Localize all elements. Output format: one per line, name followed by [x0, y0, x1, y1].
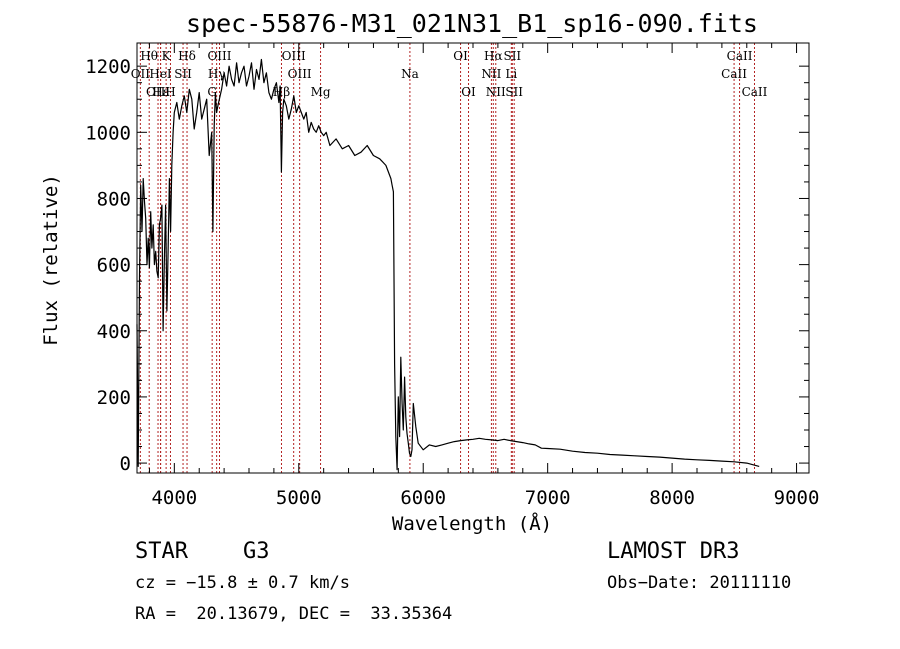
line-marker-label: OI — [453, 49, 468, 63]
y-tick-label: 800 — [97, 188, 131, 210]
line-marker-label: Hθ — [140, 49, 158, 63]
y-tick-label: 0 — [120, 453, 131, 475]
line-marker-label: OIII — [146, 85, 170, 99]
line-marker-label: SII — [174, 67, 192, 81]
line-marker-label: OIII — [282, 49, 306, 63]
line-marker-label: H — [165, 85, 175, 99]
line-marker-label: OIII — [288, 67, 312, 81]
line-marker-label: SII — [505, 85, 523, 99]
y-tick-label: 200 — [97, 387, 131, 409]
redshift-readout: cz = −15.8 ± 0.7 km/s — [135, 573, 350, 593]
line-marker-label: SII — [503, 49, 521, 63]
line-marker-label: Mg — [311, 85, 331, 99]
line-marker-label: K — [162, 49, 172, 63]
y-tick-label: 600 — [97, 255, 131, 277]
x-tick-label: 6000 — [400, 487, 446, 509]
line-marker-label: NII — [481, 67, 501, 81]
y-axis: 0 200 400 600 800 1000 1200 — [85, 56, 809, 475]
x-tick-label: 9000 — [774, 487, 820, 509]
line-marker-label: NII — [486, 85, 506, 99]
line-marker-label: Hβ — [273, 85, 290, 99]
x-tick-label: 7000 — [525, 487, 571, 509]
line-marker-label: CaII — [721, 67, 747, 81]
line-marker-label: Hα — [484, 49, 503, 63]
line-marker-label: Hδ — [178, 49, 196, 63]
x-tick-label: 4000 — [151, 487, 197, 509]
coordinates-readout: RA = 20.13679, DEC = 33.35364 — [135, 604, 453, 624]
y-tick-label: 1200 — [85, 56, 131, 78]
plot-frame — [136, 42, 810, 474]
line-marker-label: OII — [131, 67, 151, 81]
line-marker-label: Na — [401, 67, 419, 81]
object-class: STAR — [135, 539, 188, 564]
line-marker-label: CaII — [742, 85, 768, 99]
chart-title: spec-55876-M31_021N31_B1_sp16-090.fits — [186, 9, 758, 38]
line-marker-label: G — [207, 85, 217, 99]
object-subclass: G3 — [243, 539, 270, 564]
x-tick-label: 8000 — [649, 487, 695, 509]
x-axis: 4000 5000 6000 7000 8000 9000 — [148, 43, 820, 509]
emission-line-markers — [139, 43, 755, 473]
line-marker-label: OI — [461, 85, 476, 99]
x-axis-label: Wavelength (Å) — [392, 512, 552, 535]
survey-name: LAMOST DR3 — [607, 539, 740, 564]
line-marker-label: HeI — [149, 67, 172, 81]
y-axis-label: Flux (relative) — [40, 174, 62, 346]
line-marker-label: Hε — [152, 85, 169, 99]
observation-date: Obs−Date: 20111110 — [607, 573, 792, 593]
line-marker-label: Li — [505, 67, 517, 81]
line-marker-label: CaII — [727, 49, 753, 63]
y-tick-label: 1000 — [85, 122, 131, 144]
spectrum-line — [136, 58, 760, 471]
x-tick-label: 5000 — [276, 487, 322, 509]
line-marker-label: OIII — [207, 49, 231, 63]
line-marker-label: Hγ — [208, 67, 226, 81]
y-tick-label: 400 — [97, 321, 131, 343]
